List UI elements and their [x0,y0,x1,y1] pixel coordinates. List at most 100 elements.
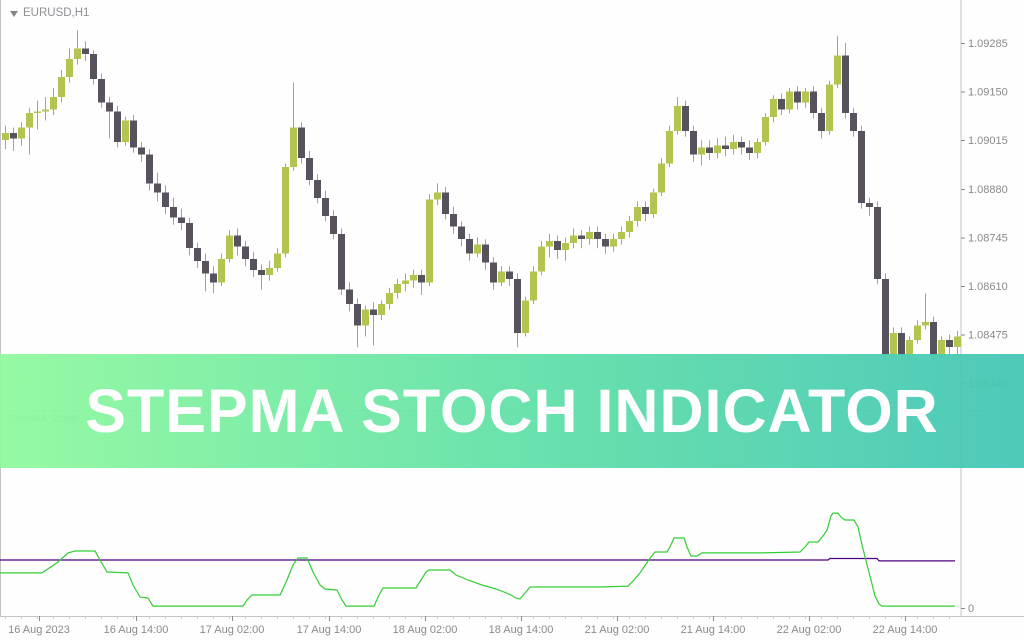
bear-candle [186,223,193,249]
bear-candle [210,273,217,283]
bear-candle [490,262,497,283]
bull-candle [922,322,929,326]
time-axis[interactable]: 16 Aug 2023 16 Aug 14:00 17 Aug 02:00 17 Au… [5,616,950,636]
bull-candle [74,48,81,60]
bull-candle [290,127,297,168]
bull-candle [890,332,897,355]
bull-candle [50,97,57,110]
bull-candle [826,84,833,132]
bull-candle [394,284,401,294]
bear-candle [514,278,521,333]
bull-candle [546,241,553,247]
bull-candle [714,145,721,153]
bull-candle [2,133,9,141]
bear-candle [850,113,857,132]
bull-candle [938,340,945,355]
bull-candle [530,271,537,301]
bull-candle [378,304,385,315]
bear-candle [146,154,153,184]
bull-candle [626,221,633,232]
bull-candle [498,271,505,283]
bear-candle [466,239,473,254]
bull-candle [562,242,569,250]
bear-candle [162,192,169,207]
bear-candle [322,197,329,216]
bear-candle [874,206,881,279]
bear-candle [442,192,449,214]
symbol-label: EURUSD,H1 [10,7,89,19]
price-axis-label: 1.08745 [968,232,1008,244]
bull-candle [522,300,529,333]
bull-candle [434,192,441,200]
bull-candle [834,55,841,85]
bear-candle [314,179,321,198]
indicator-zero-label: 0 [968,603,974,615]
price-axis-label: 1.08610 [968,281,1008,293]
bull-candle [666,131,673,164]
bear-candle [842,55,849,114]
bull-candle [42,109,49,112]
bear-candle [506,271,513,279]
bear-candle [242,246,249,259]
bear-candle [250,259,257,270]
chart-frame [0,0,1024,617]
time-axis-label: 16 Aug 14:00 [104,624,169,636]
price-axis[interactable]: 1.09285 1.09150 1.09015 1.08880 1.08745 1.086… [961,38,1008,615]
bull-candle [362,309,369,326]
bear-candle [298,127,305,159]
time-axis-label: 17 Aug 14:00 [297,624,362,636]
time-axis-label: 18 Aug 14:00 [489,624,554,636]
bear-candle [706,147,713,153]
time-axis-label: 17 Aug 02:00 [200,624,265,636]
time-axis-label: 21 Aug 02:00 [585,624,650,636]
bear-candle [90,53,97,79]
bull-candle [274,253,281,268]
bear-candle [178,217,185,223]
bull-candle [634,206,641,222]
bull-candle [426,199,433,283]
bull-candle [34,111,41,114]
bull-candle [802,91,809,103]
bear-candle [882,278,889,355]
bear-candle [306,158,313,180]
bear-candle [354,304,361,326]
bear-candle [458,226,465,240]
bear-candle [738,142,745,148]
bull-candle [410,275,417,281]
bear-candle [642,206,649,214]
bull-candle [18,127,25,139]
bear-candle [202,260,209,274]
symbol-dropdown-icon[interactable] [10,10,18,17]
bull-candle [650,192,657,214]
bull-candle [954,336,961,348]
candles-layer[interactable] [2,48,961,355]
bull-candle [770,98,777,117]
bear-candle [578,235,585,240]
bear-candle [106,102,113,112]
bear-candle [138,147,145,155]
bull-candle [786,91,793,110]
bull-candle [730,142,737,150]
bear-candle [114,111,121,142]
promo-banner: STEPMA STOCH INDICATOR [0,354,1024,468]
bull-candle [658,163,665,193]
bear-candle [554,241,561,250]
bull-candle [754,142,761,153]
bear-candle [338,233,345,290]
bear-candle [482,244,489,263]
time-axis-label: 22 Aug 14:00 [873,624,938,636]
bull-candle [474,244,481,254]
time-axis-label: 21 Aug 14:00 [681,624,746,636]
bull-candle [762,116,769,142]
bear-candle [810,91,817,114]
bear-candle [10,133,17,139]
bear-candle [602,239,609,247]
bear-candle [258,269,265,276]
price-axis-label: 1.08475 [968,330,1008,342]
bear-candle [82,48,89,54]
bull-candle [674,106,681,132]
bull-candle [610,239,617,247]
bear-candle [682,106,689,132]
